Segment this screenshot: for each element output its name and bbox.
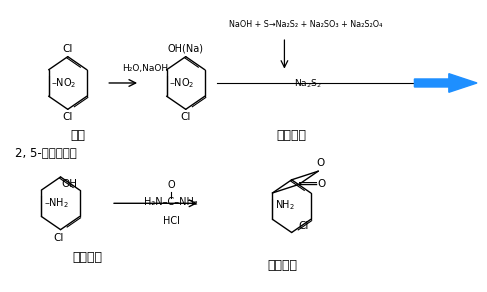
Text: Na$_2$S$_2$: Na$_2$S$_2$	[294, 77, 322, 90]
Text: Cl: Cl	[63, 44, 73, 54]
Text: O: O	[168, 180, 175, 190]
Text: NaOH + S→Na₂S₂ + Na₂SO₃ + Na₂S₂O₄: NaOH + S→Na₂S₂ + Na₂SO₃ + Na₂S₂O₄	[229, 20, 383, 29]
Text: H₂O,NaOH: H₂O,NaOH	[122, 64, 168, 73]
Text: NH$_2$: NH$_2$	[275, 198, 295, 212]
Text: O: O	[317, 158, 325, 168]
Text: Cl: Cl	[181, 112, 191, 122]
Text: 水解: 水解	[70, 129, 85, 142]
Text: 2, 5-二氯硝基苯: 2, 5-二氯硝基苯	[15, 147, 76, 160]
Polygon shape	[414, 74, 477, 92]
Text: 环合反应: 环合反应	[72, 251, 102, 264]
Text: OH(Na): OH(Na)	[168, 44, 204, 54]
Text: 氯唑沙宗: 氯唑沙宗	[267, 259, 297, 272]
Text: –NH$_2$: –NH$_2$	[44, 197, 69, 210]
Text: 还原反应: 还原反应	[277, 129, 307, 142]
Text: H₂N–C–NH₂: H₂N–C–NH₂	[145, 197, 198, 207]
Text: HCl: HCl	[163, 216, 180, 226]
Text: OH: OH	[61, 179, 77, 189]
Text: Cl: Cl	[298, 221, 308, 231]
Text: Cl: Cl	[63, 112, 73, 122]
Text: O: O	[318, 179, 326, 189]
Text: Cl: Cl	[53, 233, 63, 243]
Text: –NO$_2$: –NO$_2$	[169, 76, 194, 90]
Text: –NO$_2$: –NO$_2$	[51, 76, 76, 90]
